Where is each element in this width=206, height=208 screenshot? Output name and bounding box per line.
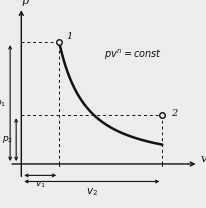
Text: $v_1$: $v_1$ (35, 180, 46, 191)
Text: v: v (200, 154, 206, 164)
Text: $p_2$: $p_2$ (2, 134, 14, 145)
Text: $v_2$: $v_2$ (86, 186, 98, 198)
Text: $pv^n = const$: $pv^n = const$ (104, 47, 162, 62)
Text: 2: 2 (171, 109, 178, 118)
Text: 1: 1 (66, 32, 73, 41)
Text: p: p (21, 0, 28, 6)
Text: $p_1$: $p_1$ (0, 98, 6, 109)
